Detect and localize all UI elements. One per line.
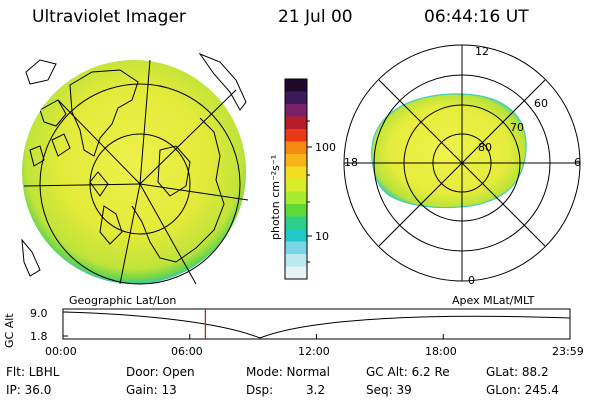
info-dsp-value: 3.2: [306, 383, 326, 397]
meridian: [139, 183, 197, 285]
meridian: [57, 99, 141, 185]
coastline-islands: [29, 99, 71, 167]
info-seq: Seq: 39: [366, 383, 412, 397]
colorbar-stripe: [285, 179, 307, 192]
coastline-continent: [131, 117, 225, 263]
info-dsp-label: Dsp:: [246, 383, 274, 397]
colorbar-stripe: [285, 91, 307, 105]
xtick-label-2359: 23:59: [552, 345, 584, 358]
info-filter: Flt: LBHL: [6, 365, 60, 379]
xtick-label-0000: 00:00: [45, 345, 77, 358]
colorbar-stripe: [285, 254, 307, 267]
colorbar-stripe: [285, 104, 307, 117]
colorbar: [284, 78, 312, 280]
colorbar-stripe: [285, 216, 307, 230]
colorbar-stripe: [285, 229, 307, 242]
mlt-line-diag: [378, 79, 546, 247]
colorbar-stripe: [285, 266, 307, 280]
colorbar-stripe: [285, 116, 307, 130]
lat-circle-inner: [89, 133, 191, 235]
colorbar-stripe: [285, 154, 307, 167]
xtick-label-1200: 12:00: [298, 345, 330, 358]
coastline-outer: [21, 52, 247, 277]
geographic-label: Geographic Lat/Lon: [69, 294, 177, 307]
mlat-label-70: 70: [510, 121, 524, 134]
geographic-image: [21, 52, 249, 285]
lat-circle-mid: [39, 83, 241, 285]
colorbar-label-10: 10: [315, 230, 329, 243]
mlt-label-6: 6: [574, 156, 581, 169]
apex-label: Apex MLat/MLT: [452, 294, 535, 307]
colorbar-unit-label: photon cm⁻²s⁻¹: [269, 154, 282, 240]
colorbar-frame: [284, 78, 308, 280]
auroral-oval: [371, 93, 527, 209]
colorbar-stripe: [285, 191, 307, 205]
colorbar-stripe: [285, 79, 307, 92]
colorbar-stripes: [285, 79, 307, 280]
xtick-label-1800: 18:00: [425, 345, 457, 358]
altitude-curve: [62, 311, 571, 339]
polar-plot: [343, 44, 581, 282]
mlt-label-0: 0: [468, 274, 475, 287]
meridian: [139, 183, 249, 201]
mlat-label-80: 80: [478, 141, 492, 154]
meridian: [23, 183, 141, 187]
instrument-title: Ultraviolet Imager: [32, 7, 186, 27]
colorbar-stripe: [285, 241, 307, 255]
colorbar-stripe: [285, 166, 307, 180]
colorbar-stripe: [285, 129, 307, 142]
header-date: 21 Jul 00: [278, 7, 353, 27]
altitude-ytick-9: 9.0: [30, 307, 48, 320]
info-mode: Mode: Normal: [246, 365, 330, 379]
colorbar-label-100: 100: [315, 141, 336, 154]
colorbar-stripe: [285, 204, 307, 217]
mlt-label-18: 18: [344, 156, 358, 169]
mlt-label-12: 12: [475, 45, 489, 58]
header-time: 06:44:16 UT: [424, 7, 529, 27]
colorbar-stripe: [285, 141, 307, 155]
info-gain: Gain: 13: [126, 383, 177, 397]
info-ip: IP: 36.0: [6, 383, 52, 397]
mlat-label-60: 60: [534, 97, 548, 110]
info-door: Door: Open: [126, 365, 195, 379]
earth-disk: [22, 60, 246, 284]
altitude-ylabel: GC Alt: [3, 313, 16, 348]
coastline-hudson: [157, 145, 191, 197]
meridian: [139, 59, 151, 185]
x-ticks: [62, 334, 571, 339]
info-gc-alt: GC Alt: 6.2 Re: [366, 365, 450, 379]
altitude-ytick-1.8: 1.8: [30, 330, 48, 343]
meridian: [139, 89, 237, 185]
coastline-greenland: [69, 69, 139, 157]
altitude-plot: [62, 308, 571, 340]
meridian: [119, 183, 141, 285]
info-glon: GLon: 245.4: [486, 383, 559, 397]
xtick-label-0600: 06:00: [171, 345, 203, 358]
info-glat: GLat: 88.2: [486, 365, 549, 379]
coastline-misc: [89, 171, 123, 245]
